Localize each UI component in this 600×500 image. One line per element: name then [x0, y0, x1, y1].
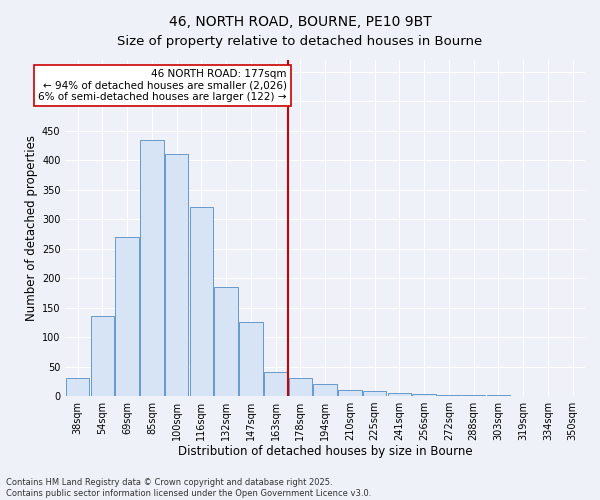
X-axis label: Distribution of detached houses by size in Bourne: Distribution of detached houses by size … — [178, 444, 472, 458]
Bar — [313, 384, 337, 396]
Text: 46, NORTH ROAD, BOURNE, PE10 9BT: 46, NORTH ROAD, BOURNE, PE10 9BT — [169, 15, 431, 29]
Bar — [239, 322, 263, 396]
Bar — [363, 392, 386, 396]
Bar — [214, 287, 238, 396]
Y-axis label: Number of detached properties: Number of detached properties — [25, 135, 38, 321]
Bar — [264, 372, 287, 396]
Text: 46 NORTH ROAD: 177sqm
← 94% of detached houses are smaller (2,026)
6% of semi-de: 46 NORTH ROAD: 177sqm ← 94% of detached … — [38, 69, 287, 102]
Text: Size of property relative to detached houses in Bourne: Size of property relative to detached ho… — [118, 35, 482, 48]
Bar — [388, 393, 411, 396]
Bar — [412, 394, 436, 396]
Bar — [289, 378, 312, 396]
Bar — [338, 390, 362, 396]
Bar — [91, 316, 114, 396]
Bar — [437, 395, 461, 396]
Bar — [115, 237, 139, 396]
Bar — [165, 154, 188, 396]
Text: Contains HM Land Registry data © Crown copyright and database right 2025.
Contai: Contains HM Land Registry data © Crown c… — [6, 478, 371, 498]
Bar — [140, 140, 164, 396]
Bar — [66, 378, 89, 396]
Bar — [190, 208, 213, 396]
